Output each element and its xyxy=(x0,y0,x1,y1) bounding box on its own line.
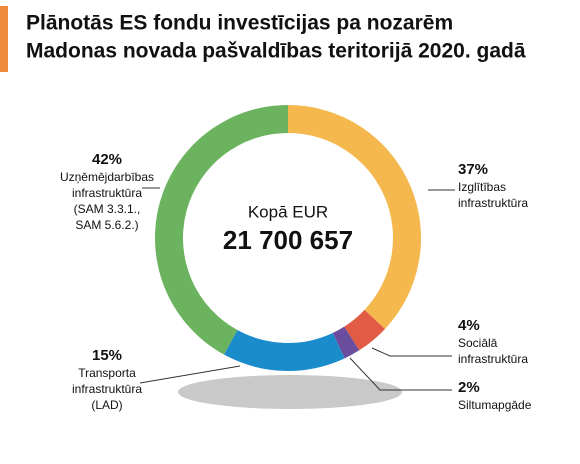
category-label: SAM 5.6.2.) xyxy=(75,218,138,232)
slice xyxy=(288,105,421,330)
slice xyxy=(223,330,345,372)
leader-line xyxy=(349,357,452,391)
category-label: infrastruktūra xyxy=(72,186,142,200)
category-label: (LAD) xyxy=(91,398,122,412)
value-label: 37% xyxy=(458,161,488,178)
accent-bar xyxy=(0,6,8,72)
chart-title: Plānotās ES fondu investīcijas pa nozarē… xyxy=(26,12,453,35)
leader-line xyxy=(139,365,241,384)
category-label: Izglītības xyxy=(458,180,506,194)
category-label: infrastruktūra xyxy=(458,352,528,366)
value-label: 2% xyxy=(458,379,480,396)
chart-title: Madonas novada pašvaldības teritorijā 20… xyxy=(26,40,526,63)
center-total: 21 700 657 xyxy=(223,225,353,255)
category-label: Uzņēmējdarbības xyxy=(60,170,154,184)
category-label: infrastruktūra xyxy=(458,196,528,210)
slice xyxy=(332,326,360,359)
shadow xyxy=(178,375,402,409)
category-label: infrastruktūra xyxy=(72,382,142,396)
leader-line xyxy=(371,347,452,357)
category-label: Siltumapgāde xyxy=(458,398,532,412)
category-label: (SAM 3.3.1., xyxy=(74,202,141,216)
donut xyxy=(154,105,421,372)
center-label: Kopā EUR xyxy=(248,202,328,221)
slice xyxy=(154,105,288,355)
category-label: Transporta xyxy=(78,366,136,380)
slice xyxy=(344,309,385,351)
value-label: 42% xyxy=(92,151,122,168)
value-label: 15% xyxy=(92,347,122,364)
value-label: 4% xyxy=(458,317,480,334)
category-label: Sociālā xyxy=(458,336,498,350)
